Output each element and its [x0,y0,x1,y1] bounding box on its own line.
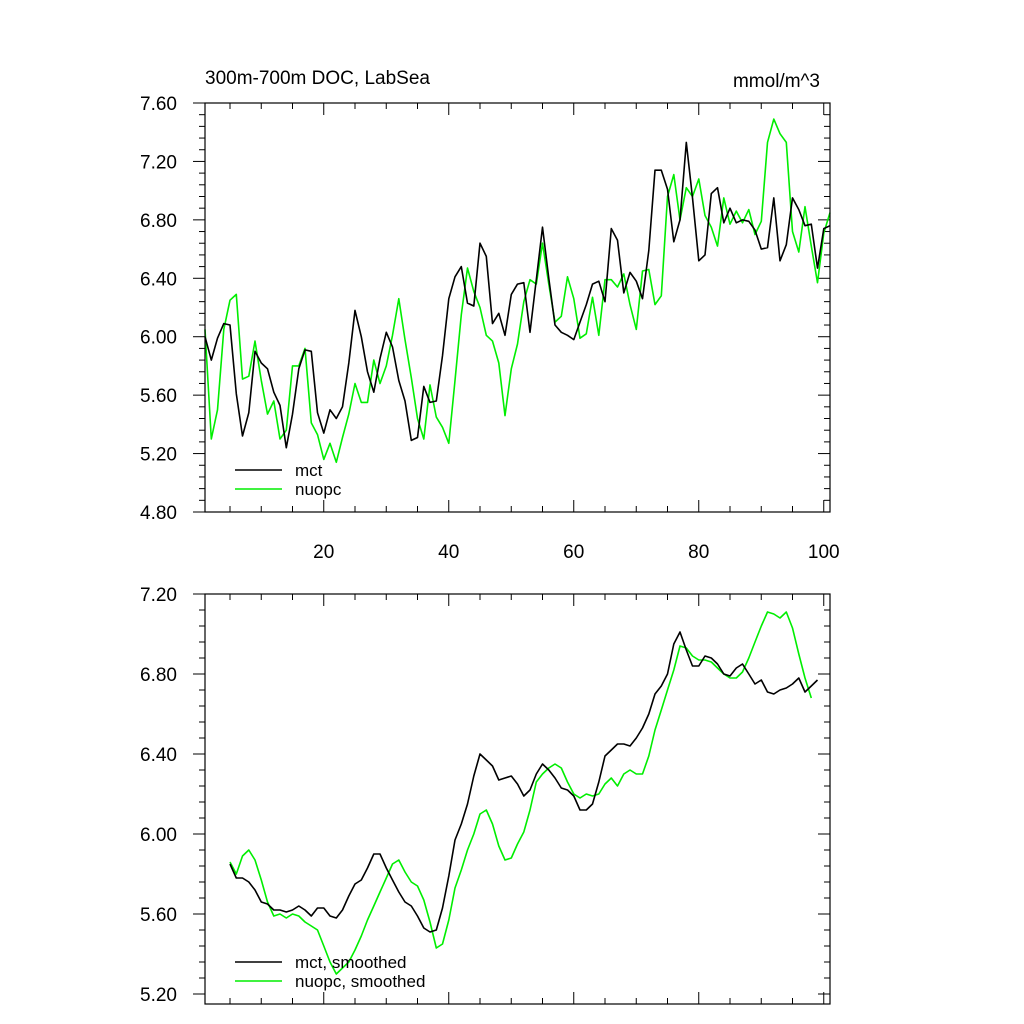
bottom-panel-frame [204,593,831,1005]
y-tick-label: 6.00 [140,825,177,846]
top-panel-units-label: mmol/m^3 [733,71,820,92]
y-tick-label: 5.20 [140,985,177,1006]
y-tick-label: 4.80 [140,503,177,524]
y-tick-label: 6.00 [140,328,177,349]
top-panel-x-tick-labels: 20 40 60 80 100 [313,542,839,563]
bottom-panel: 5.20 5.60 6.00 6.40 6.80 7.20 mct, smoothed n… [140,585,831,1006]
top-panel-title: 300m-700m DOC, LabSea [205,68,430,89]
y-tick-label: 6.80 [140,665,177,686]
x-tick-label: 20 [313,542,334,563]
series-line-nuopc [204,118,831,464]
legend-label-mct-smoothed: mct, smoothed [295,953,407,972]
legend-label-mct: mct [295,461,323,480]
x-tick-label: 80 [688,542,709,563]
y-tick-label: 7.20 [140,585,177,606]
top-panel: 300m-700m DOC, LabSea mmol/m^3 4.80 5.20 5… [140,68,840,563]
bottom-panel-legend: mct, smoothed nuopc, smoothed [235,953,425,991]
x-tick-label: 60 [563,542,584,563]
series-line-mct [204,141,831,449]
series-line-mct-smoothed [229,631,819,933]
top-panel-legend: mct nuopc [235,461,342,499]
x-tick-label: 100 [808,542,840,563]
top-panel-frame [204,102,831,513]
y-tick-label: 6.40 [140,745,177,766]
bottom-panel-ticks [193,593,830,1004]
bottom-panel-y-tick-labels: 5.20 5.60 6.00 6.40 6.80 7.20 [140,585,177,1006]
y-tick-label: 5.60 [140,386,177,407]
legend-label-nuopc: nuopc [295,480,342,499]
legend-label-nuopc-smoothed: nuopc, smoothed [295,972,425,991]
top-panel-ticks [193,102,830,513]
x-tick-label: 40 [438,542,459,563]
y-tick-label: 7.20 [140,152,177,173]
y-tick-label: 7.60 [140,94,177,115]
series-line-nuopc-smoothed [229,611,813,975]
y-tick-label: 5.20 [140,445,177,466]
top-panel-y-tick-labels: 4.80 5.20 5.60 6.00 6.40 6.80 7.20 7.60 [140,94,177,524]
top-panel-series [204,118,831,464]
y-tick-label: 5.60 [140,905,177,926]
y-tick-label: 6.40 [140,269,177,290]
y-tick-label: 6.80 [140,211,177,232]
bottom-panel-series [229,611,819,975]
